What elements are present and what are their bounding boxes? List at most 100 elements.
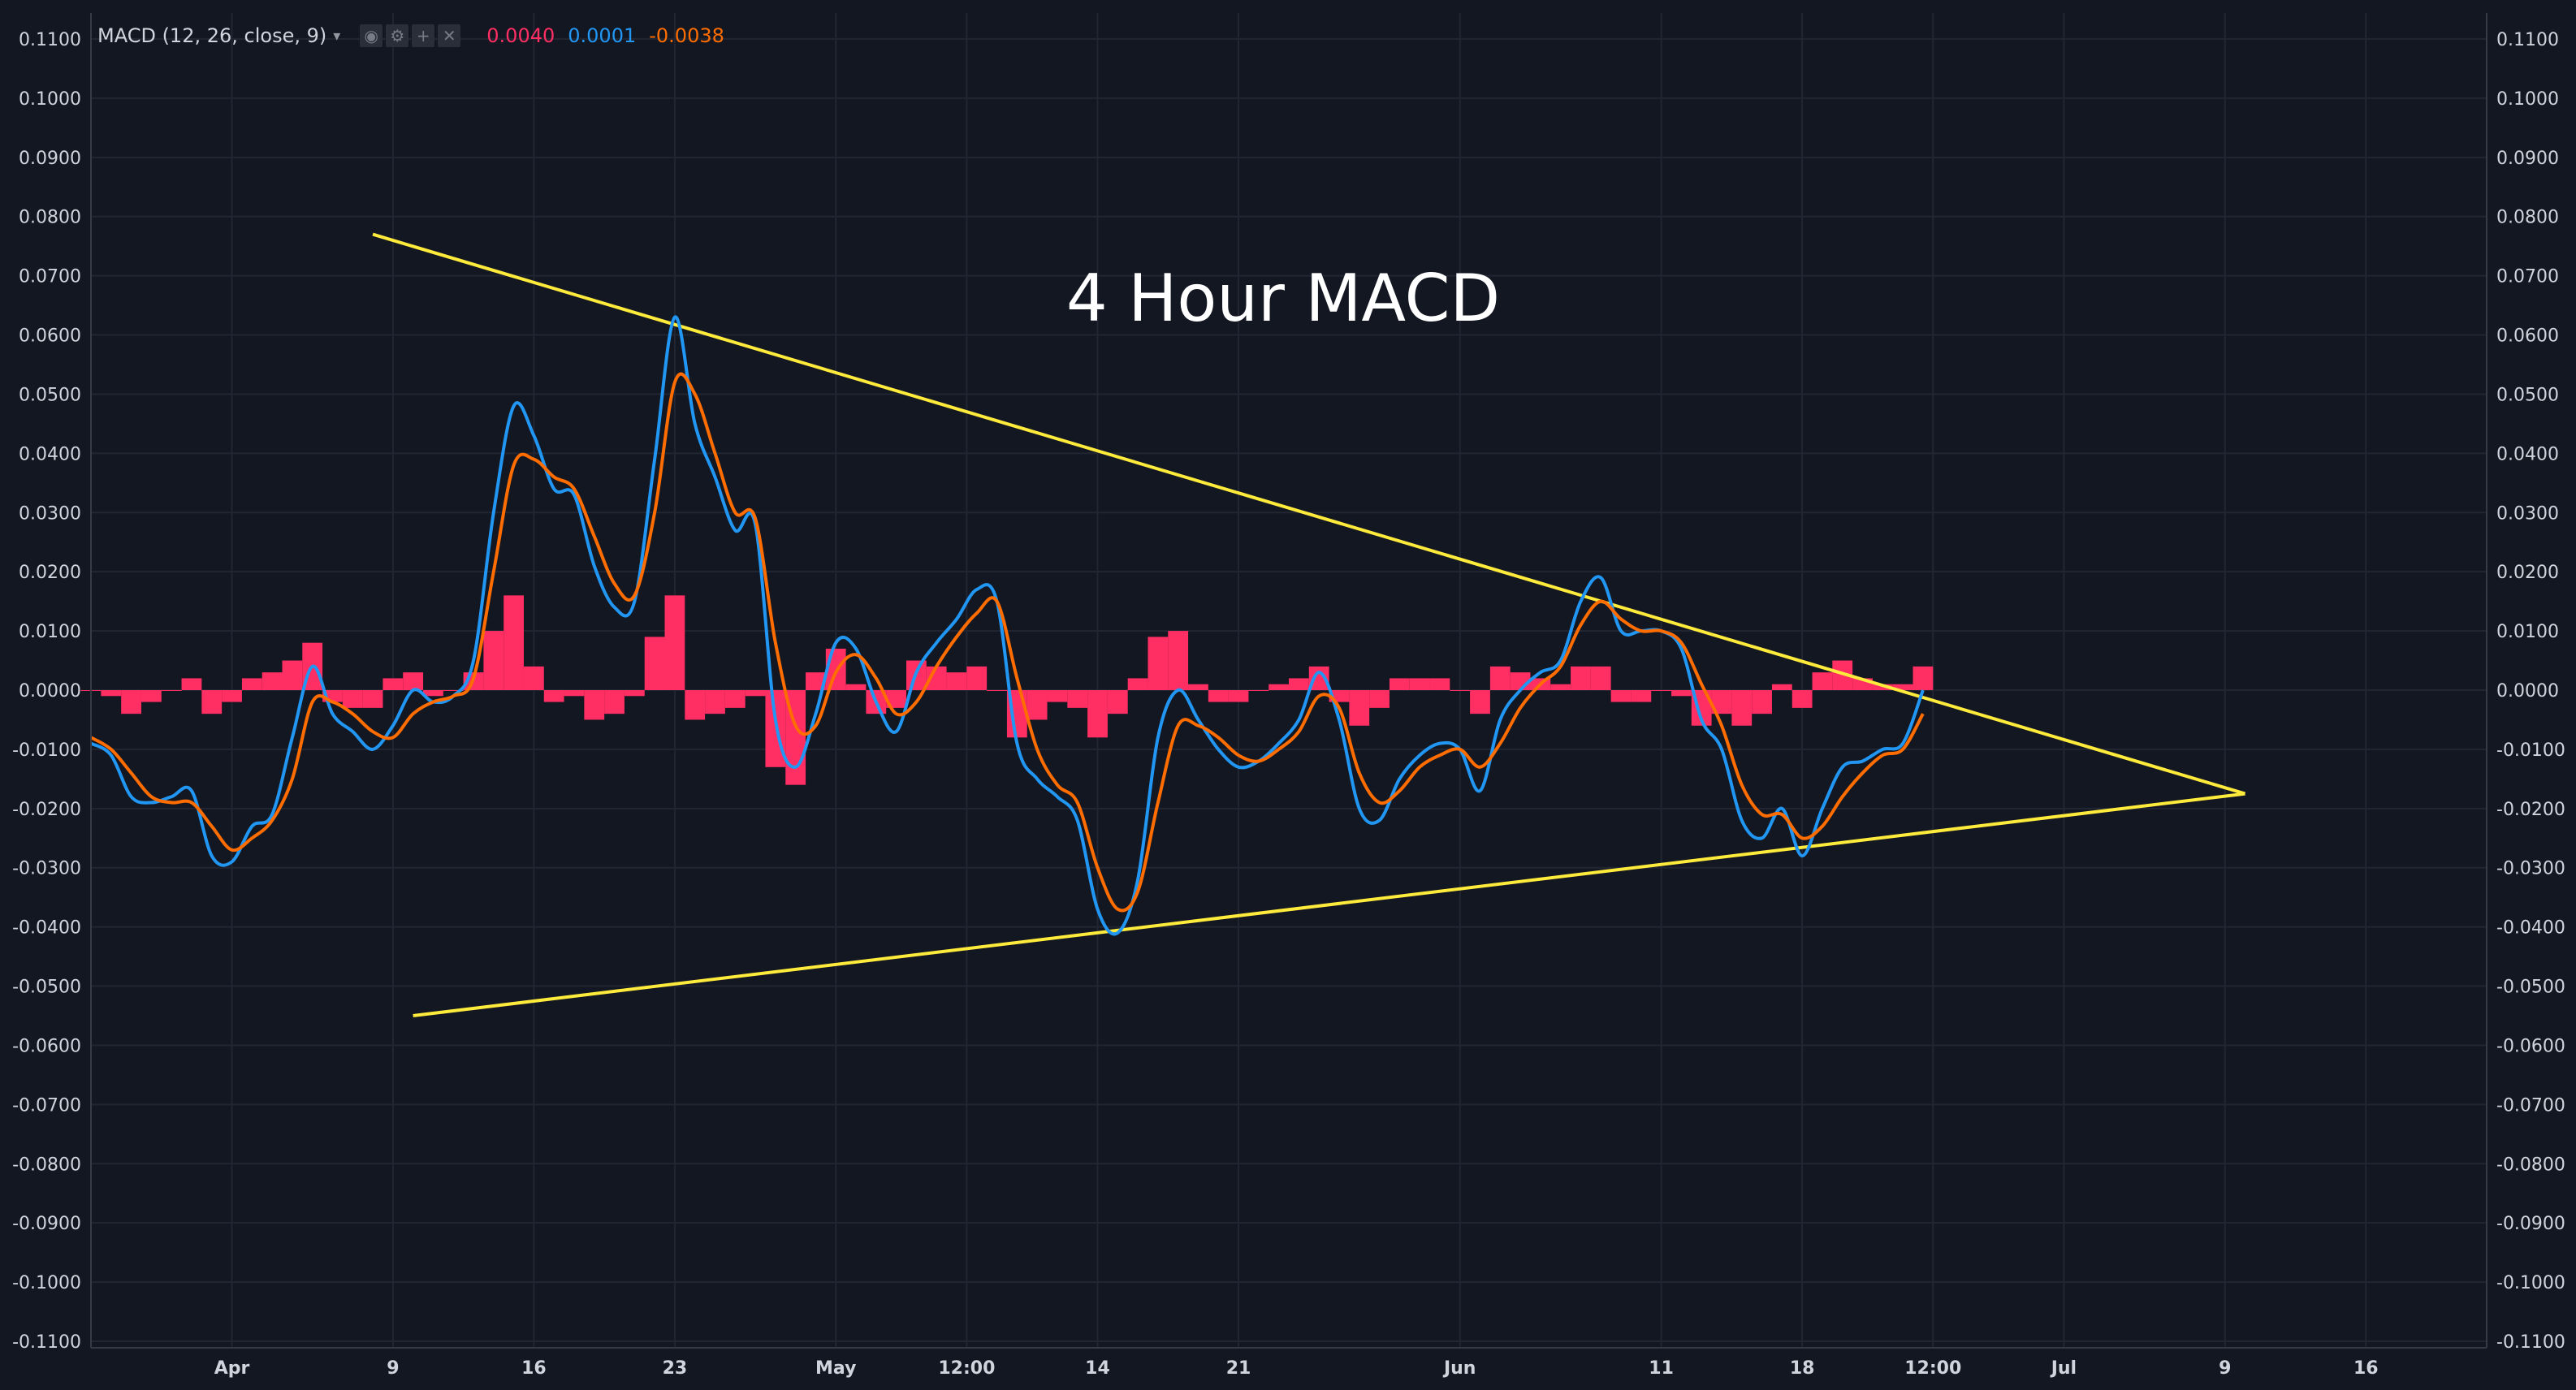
x-tick-label: 16 xyxy=(2353,1358,2379,1379)
y-tick-label-right: 0.0800 xyxy=(2496,208,2559,228)
y-tick-label-left: -0.0600 xyxy=(12,1036,81,1056)
histogram-bar xyxy=(1148,637,1169,690)
x-tick-label: 16 xyxy=(521,1358,547,1379)
histogram-bar xyxy=(1248,690,1269,691)
histogram-bar xyxy=(282,660,303,690)
histogram-bar xyxy=(161,690,182,691)
y-tick-label-right: 0.0500 xyxy=(2496,385,2559,405)
y-tick-label-left: 0.1000 xyxy=(19,89,81,110)
y-tick-label-right: 0.1000 xyxy=(2496,89,2559,110)
histogram-value: 0.0040 xyxy=(486,24,555,47)
histogram-bar xyxy=(121,690,141,714)
histogram-bar xyxy=(1127,678,1148,690)
histogram-bar xyxy=(1550,684,1571,690)
y-tick-label-left: -0.0800 xyxy=(12,1155,81,1175)
plus-icon[interactable]: + xyxy=(412,24,435,47)
histogram-bar xyxy=(1168,631,1189,690)
x-tick-label: 11 xyxy=(1649,1358,1674,1379)
y-tick-label-left: -0.0900 xyxy=(12,1214,81,1234)
y-tick-label-right: -0.0500 xyxy=(2496,978,2565,998)
histogram-bar xyxy=(1731,690,1753,726)
x-tick-label: 18 xyxy=(1790,1358,1815,1379)
histogram-bar xyxy=(362,690,383,708)
y-tick-label-left: -0.0300 xyxy=(12,859,81,879)
histogram-bar xyxy=(1872,684,1893,690)
signal-value: -0.0038 xyxy=(649,24,724,47)
y-tick-label-right: -0.0900 xyxy=(2496,1214,2565,1234)
eye-icon[interactable]: ◉ xyxy=(360,24,383,47)
histogram-bar xyxy=(1389,678,1410,690)
trendlines[interactable] xyxy=(372,232,2246,1017)
x-tick-label: Jun xyxy=(1442,1358,1476,1379)
y-tick-label-left: 0.0600 xyxy=(19,326,81,347)
indicator-name[interactable]: MACD (12, 26, close, 9) xyxy=(97,24,327,47)
histogram-bar xyxy=(1913,666,1934,690)
y-tick-label-right: -0.0100 xyxy=(2496,740,2565,761)
histogram-bar xyxy=(241,678,262,690)
histogram-bar xyxy=(745,690,766,697)
chart-annotation: 4 Hour MACD xyxy=(1066,261,1500,336)
y-tick-label-left: 0.0900 xyxy=(19,149,81,169)
histogram-bar xyxy=(604,690,625,714)
y-tick-label-right: -0.0200 xyxy=(2496,800,2565,820)
signal-line xyxy=(89,372,1925,913)
settings-icon[interactable]: ⚙ xyxy=(386,24,409,47)
y-tick-label-right: 0.0700 xyxy=(2496,267,2559,287)
histogram-bar xyxy=(1107,690,1128,714)
close-icon[interactable]: ✕ xyxy=(438,24,461,47)
histogram-bar xyxy=(1489,666,1511,690)
y-tick-label-left: 0.0500 xyxy=(19,385,81,405)
histogram-bar xyxy=(1590,666,1611,690)
histogram-bar xyxy=(222,690,242,702)
y-tick-label-left: -0.0500 xyxy=(12,978,81,998)
histogram-bar xyxy=(543,690,564,702)
histogram-bar xyxy=(1188,684,1208,690)
y-tick-label-left: 0.0000 xyxy=(19,681,81,701)
histogram-bar xyxy=(1208,690,1229,702)
y-tick-label-left: -0.0700 xyxy=(12,1095,81,1116)
histogram-bar xyxy=(1771,684,1792,690)
y-tick-label-right: -0.0400 xyxy=(2496,918,2565,939)
histogram-bar xyxy=(1792,690,1813,708)
histogram-bar xyxy=(1087,690,1108,738)
histogram-bar xyxy=(504,595,524,690)
histogram-bar xyxy=(966,666,988,690)
y-tick-label-left: 0.1100 xyxy=(19,30,81,50)
histogram-bar xyxy=(664,595,685,690)
trendline-lower[interactable] xyxy=(413,792,2245,1017)
histogram-bar xyxy=(1892,684,1913,690)
histogram-bar xyxy=(685,690,706,720)
y-tick-label-right: 0.0000 xyxy=(2496,681,2559,701)
x-tick-label: 12:00 xyxy=(938,1358,995,1379)
y-tick-label-left: 0.0200 xyxy=(19,563,81,583)
y-tick-label-left: -0.1100 xyxy=(12,1332,81,1353)
histogram-bar xyxy=(443,690,464,691)
histogram-bar xyxy=(1228,690,1249,702)
histogram-bar xyxy=(201,690,223,714)
legend-buttons: ◉ ⚙ + ✕ xyxy=(360,24,461,47)
histogram-bar xyxy=(1671,690,1692,697)
histogram-bar xyxy=(1269,684,1289,690)
histogram-bar xyxy=(140,690,162,702)
histogram-bar xyxy=(1571,666,1591,690)
chevron-down-icon[interactable]: ▾ xyxy=(333,27,341,45)
y-tick-label-left: 0.0700 xyxy=(19,267,81,287)
histogram-bar xyxy=(644,637,665,690)
histogram-bar xyxy=(724,690,746,708)
histogram-bar xyxy=(1631,690,1652,702)
histogram-bar xyxy=(1812,672,1833,690)
axes: 0.1100 0.1100 0.1000 0.1000 0.0900 0.0900 0.08… xyxy=(12,13,2565,1379)
trendline-upper[interactable] xyxy=(372,232,2246,796)
histogram-bar xyxy=(1047,690,1068,702)
histogram-bar xyxy=(423,690,443,697)
histogram-bar xyxy=(845,684,867,690)
histogram-bar xyxy=(806,672,826,690)
y-tick-label-left: 0.0100 xyxy=(19,622,81,642)
histogram-bar xyxy=(946,672,967,690)
x-tick-label: 9 xyxy=(387,1358,399,1379)
y-tick-label-left: 0.0800 xyxy=(19,208,81,228)
x-tick-label: 21 xyxy=(1226,1358,1251,1379)
y-tick-label-right: -0.0300 xyxy=(2496,859,2565,879)
